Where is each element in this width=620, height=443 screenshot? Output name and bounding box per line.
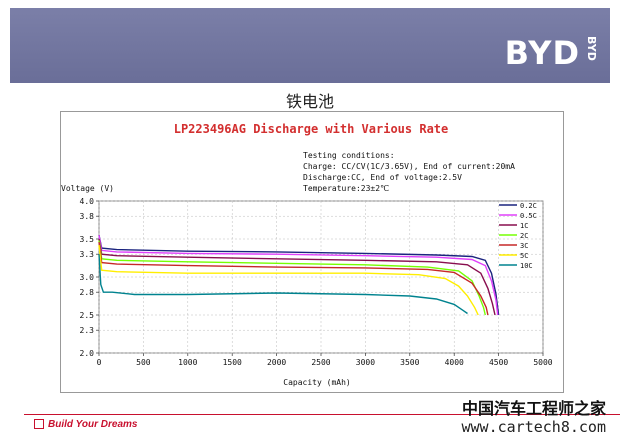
y-tick-label: 2.5: [80, 311, 95, 320]
y-tick-label: 2.3: [80, 326, 95, 335]
series-line-0.5C: [98, 235, 499, 316]
test-conditions: Testing conditions: Charge: CC/CV(1C/3.65…: [303, 151, 515, 193]
legend-label: 5C: [520, 252, 528, 260]
series-lines: [98, 235, 500, 316]
footer-slogan: Build Your Dreams: [48, 419, 138, 430]
x-tick-label: 2000: [267, 358, 286, 367]
watermark-cn: 中国汽车工程师之家: [461, 399, 606, 418]
footer-divider: [24, 414, 620, 415]
legend-label: 10C: [520, 262, 533, 270]
byd-logo: BYD: [504, 34, 580, 72]
chart-frame: LP223496AG Discharge with Various Rate T…: [60, 111, 564, 393]
x-tick-label: 5000: [533, 358, 552, 367]
y-tick-label: 2.8: [80, 288, 95, 297]
x-tick-label: 1000: [178, 358, 197, 367]
y-axis-label: Voltage (V): [61, 184, 114, 193]
condition-line: Charge: CC/CV(1C/3.65V), End of current:…: [303, 162, 515, 171]
x-tick-label: 2500: [311, 358, 330, 367]
legend: 0.2C 0.5C 1C 2C 3C 5C 10C: [499, 202, 537, 270]
header-banner: BYD BYD: [10, 8, 610, 83]
condition-line: Discharge:CC, End of voltage:2.5V: [303, 173, 462, 182]
series-line-2C: [98, 240, 486, 316]
grid: [96, 200, 544, 356]
legend-label: 0.2C: [520, 202, 537, 210]
footer-square-icon: [34, 419, 44, 429]
x-tick-label: 500: [136, 358, 151, 367]
x-tick-label: 3500: [400, 358, 419, 367]
series-line-3C: [98, 241, 489, 316]
x-tick-label: 3000: [356, 358, 375, 367]
legend-label: 3C: [520, 242, 528, 250]
slide-title: 铁电池: [285, 92, 334, 111]
y-tick-label: 4.0: [80, 197, 95, 206]
y-tick-label: 3.3: [80, 250, 95, 259]
legend-label: 0.5C: [520, 212, 537, 220]
series-line-10C: [98, 254, 468, 315]
x-tick-label: 0: [97, 358, 102, 367]
condition-line: Temperature:23±2℃: [303, 184, 389, 193]
x-tick-label: 4000: [445, 358, 464, 367]
y-tick-label: 3.5: [80, 235, 95, 244]
condition-line: Testing conditions:: [303, 151, 395, 160]
x-axis-label: Capacity (mAh): [283, 378, 350, 387]
chart-title: LP223496AG Discharge with Various Rate: [174, 122, 449, 136]
legend-label: 1C: [520, 222, 528, 230]
watermark-url: www.cartech8.com: [461, 418, 607, 436]
series-line-1C: [98, 238, 496, 316]
x-tick-label: 1500: [223, 358, 242, 367]
y-tick-label: 3.0: [80, 273, 95, 282]
x-tick-label: 4500: [489, 358, 508, 367]
y-tick-label: 2.0: [80, 349, 95, 358]
discharge-chart: LP223496AG Discharge with Various Rate T…: [61, 122, 553, 387]
legend-label: 2C: [520, 232, 528, 240]
byd-logo-small: BYD: [585, 36, 598, 61]
y-tick-label: 3.8: [80, 212, 95, 221]
series-line-5C: [98, 245, 479, 316]
series-line-0.2C: [98, 235, 500, 316]
axis-ticks: 0 500 1000 1500 2000 2500 3000 3500 4000 4500 5000…: [80, 197, 553, 367]
